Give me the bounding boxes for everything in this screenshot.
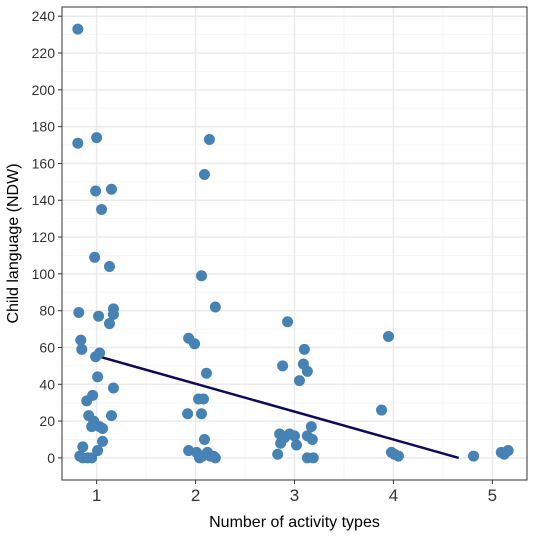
y-tick-label: 140 (32, 192, 56, 208)
data-point (107, 382, 119, 394)
data-point (272, 448, 284, 460)
x-axis-title: Number of activity types (209, 514, 380, 531)
y-tick-label: 80 (39, 303, 55, 319)
data-point (290, 439, 302, 451)
data-point (97, 422, 109, 434)
data-point (103, 318, 115, 330)
data-points (72, 23, 514, 464)
data-point (81, 395, 93, 407)
data-point (307, 452, 319, 464)
y-tick-label: 40 (39, 376, 55, 392)
x-axis: 1 2 3 4 5 (92, 480, 497, 505)
data-point (90, 185, 102, 197)
y-tick-label: 120 (32, 229, 56, 245)
y-tick-label: 100 (32, 266, 56, 282)
data-point (298, 343, 310, 355)
data-point (198, 434, 210, 446)
data-point (502, 445, 514, 457)
data-point (197, 393, 209, 405)
x-tick-label: 1 (92, 486, 101, 505)
data-point (86, 452, 98, 464)
data-point (89, 251, 101, 263)
y-tick-label: 0 (47, 450, 55, 466)
data-point (97, 435, 109, 447)
trend-line-layer (99, 355, 460, 460)
data-point (203, 134, 215, 146)
data-point (77, 441, 89, 453)
data-point (376, 404, 388, 416)
data-point (196, 408, 207, 420)
data-point (289, 430, 300, 442)
data-point (90, 351, 102, 363)
data-point (194, 452, 206, 464)
trend-line (99, 355, 460, 460)
data-point (105, 183, 117, 195)
data-point (105, 410, 117, 422)
data-point (93, 310, 105, 322)
x-tick-label: 2 (191, 486, 200, 505)
y-tick-label: 20 (39, 413, 55, 429)
x-tick-label: 5 (488, 486, 497, 505)
data-point (198, 168, 210, 180)
y-tick-label: 240 (32, 8, 56, 24)
data-point (72, 23, 84, 35)
data-point (196, 270, 207, 282)
data-point (103, 261, 115, 273)
data-point (75, 334, 87, 346)
y-tick-label: 180 (32, 119, 56, 135)
data-point (209, 301, 221, 313)
data-point (107, 308, 119, 320)
y-axis-title: Child language (NDW) (5, 163, 22, 323)
y-tick-label: 160 (32, 155, 56, 171)
data-point (301, 365, 313, 377)
data-point (182, 408, 194, 420)
data-point (275, 437, 287, 449)
data-point (76, 343, 88, 355)
data-point (72, 137, 84, 149)
data-point (200, 367, 212, 379)
data-point (209, 452, 221, 464)
data-point (382, 330, 394, 342)
data-point (92, 371, 104, 383)
data-point (73, 307, 85, 319)
data-point (293, 375, 305, 387)
major-gridlines (62, 7, 527, 480)
data-point (92, 445, 104, 457)
y-tick-label: 60 (39, 339, 55, 355)
data-point (189, 338, 201, 350)
data-point (96, 203, 108, 215)
x-tick-label: 4 (389, 486, 398, 505)
x-tick-label: 3 (290, 486, 299, 505)
y-tick-label: 200 (32, 82, 56, 98)
data-point (306, 434, 318, 446)
data-point (277, 360, 289, 372)
data-point (91, 132, 103, 144)
data-point (305, 421, 317, 433)
data-point (86, 421, 98, 433)
data-point (468, 450, 480, 462)
data-point (392, 450, 404, 462)
data-point (282, 316, 294, 328)
y-tick-label: 220 (32, 45, 56, 61)
y-axis: 0 20 40 60 80 100 120 140 160 180 200 220 240 (32, 8, 62, 466)
